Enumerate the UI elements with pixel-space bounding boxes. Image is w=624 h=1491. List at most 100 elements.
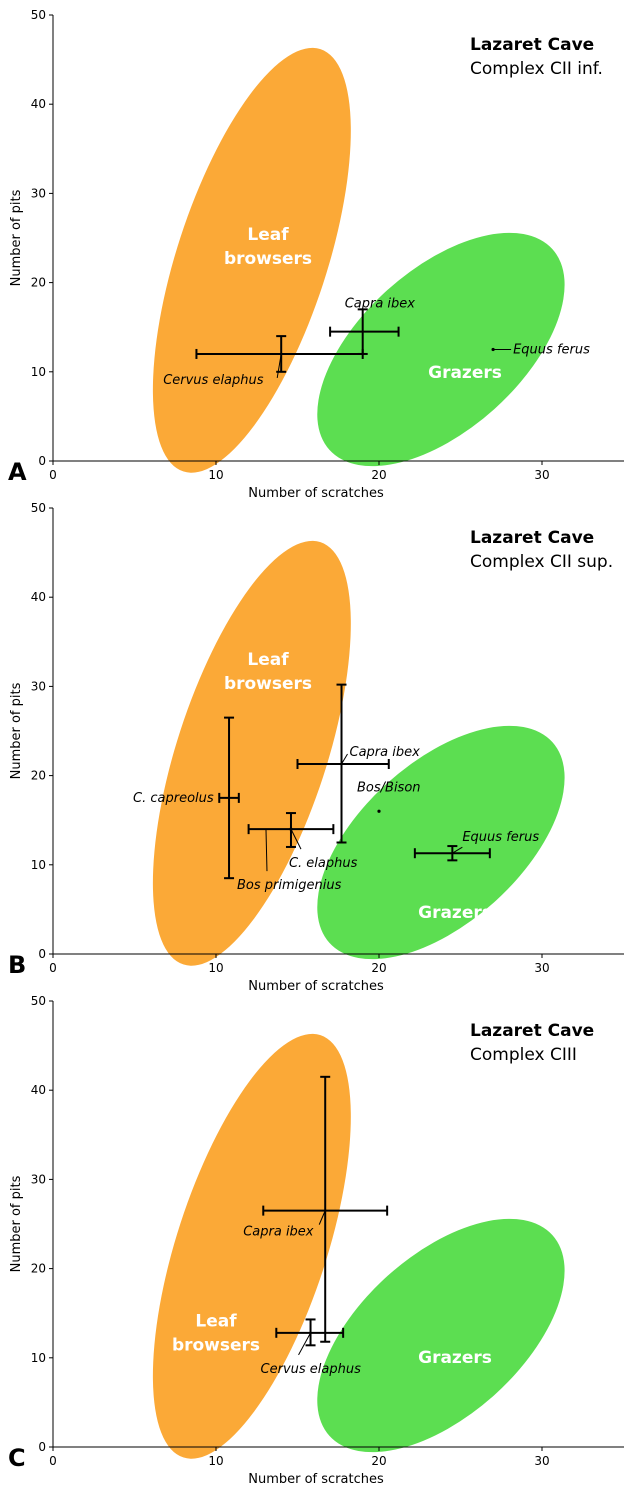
- panel-c-x-axis-label: Number of scratches: [248, 1472, 384, 1486]
- panel-b-y-tick-label: 30: [31, 679, 46, 693]
- panel-a-zone-label-grazers: Grazers: [428, 363, 502, 383]
- panel-b-leader-c-elaphus: [290, 828, 302, 850]
- panel-a-zone-label-line: Leaf: [247, 225, 289, 245]
- panel-b-y-tick-label: 0: [38, 947, 46, 961]
- panel-a-series-capra-ibex: Capra ibex: [329, 297, 416, 355]
- panel-c-zone-label-leaf-browsers: Leaf browsers: [172, 1312, 260, 1356]
- panel-b-letter: B: [8, 951, 26, 979]
- panel-c-zone-label-line: Grazers: [418, 1348, 492, 1368]
- panel-b-leaf-browsers-zone: [152, 540, 351, 966]
- panel-c-y-axis-label: Number of pits: [9, 1175, 24, 1272]
- panel-b-grazers-zone: [317, 725, 565, 960]
- panel-c-y-tick-label: 40: [31, 1083, 46, 1097]
- panel-b-zone-label-line: browsers: [224, 674, 312, 694]
- panel-a-x-tick-label: 20: [371, 468, 386, 482]
- panel-a-leader-cervus-elaphus: [276, 353, 282, 379]
- panel-a-label-equus-ferus: Equus ferus: [513, 343, 590, 358]
- panel-b-series-capra-ibex: Capra ibex: [296, 683, 421, 844]
- panel-a-y-tick-label: 20: [31, 276, 46, 290]
- chart-panel-b: Leaf browsers Grazers 0 10 20 30 40 50 0 10 20 30 Num…: [8, 501, 624, 994]
- panel-a-y-tick-label: 30: [31, 186, 46, 200]
- panel-b-series-equus-ferus: Equus ferus: [413, 830, 539, 862]
- panel-c-label-capra-ibex: Capra ibex: [243, 1225, 314, 1240]
- panel-c-leader-cervus-elaphus: [298, 1332, 311, 1356]
- panel-c-series-capra-ibex: Capra ibex: [243, 1075, 389, 1343]
- panel-c-zone-label-grazers: Grazers: [418, 1348, 492, 1368]
- panel-c-x-tick-label: 30: [534, 1454, 549, 1468]
- panel-c-y-tick-label: 30: [31, 1172, 46, 1186]
- panel-b-label-bos-bison: Bos/Bison: [357, 780, 421, 795]
- panel-a-zone-label-line: browsers: [224, 249, 312, 269]
- panel-b-y-tick-label: 10: [31, 858, 46, 872]
- panel-c-zone-label-line: browsers: [172, 1336, 260, 1356]
- panel-c-x-tick-label: 10: [208, 1454, 223, 1468]
- panel-a-y-axis-label: Number of pits: [9, 189, 24, 286]
- chart-panel-c: Leaf browsers Grazers 0 10 20 30 40 50 0 10 20 30 Num…: [8, 994, 624, 1487]
- panel-b-leader-equus-ferus: [452, 846, 463, 854]
- panel-b-label-equus-ferus: Equus ferus: [462, 830, 539, 845]
- panel-b-series-bos-bison: Bos/Bison: [357, 780, 421, 813]
- panel-a-x-axis-label: Number of scratches: [248, 486, 384, 501]
- panel-a-letter: A: [8, 458, 27, 486]
- panel-c-y-tick-label: 10: [31, 1351, 46, 1365]
- panel-c-y-tick-label: 50: [31, 994, 46, 1008]
- panel-b-x-tick-label: 10: [208, 961, 223, 975]
- panel-b-subtitle: Complex CII sup.: [470, 552, 613, 572]
- panel-c-letter: C: [8, 1444, 26, 1472]
- panel-c-leaf-browsers-zone: [152, 1033, 351, 1459]
- panel-b-zone-label-leaf-browsers: Leaf browsers: [224, 650, 312, 694]
- panel-a-series-equus-ferus: Equus ferus: [491, 343, 590, 358]
- panel-a-x-tick-label: 30: [534, 468, 549, 482]
- panel-c-subtitle: Complex CIII: [470, 1045, 577, 1065]
- panel-a-y-tick-label: 0: [38, 454, 46, 468]
- panel-a-x-tick-label: 10: [208, 468, 223, 482]
- panel-b-title: Lazaret Cave: [470, 528, 594, 548]
- panel-b-leader-capra-ibex: [341, 753, 348, 765]
- panel-b-y-tick-label: 40: [31, 590, 46, 604]
- panel-b-x-tick-label: 20: [371, 961, 386, 975]
- panel-c-y-tick-label: 0: [38, 1440, 46, 1454]
- panel-a-leaf-browsers-zone: [152, 47, 351, 473]
- panel-b-label-c-elaphus: C. elaphus: [289, 856, 358, 871]
- panel-b-leader-bos-primigenius: [265, 829, 268, 872]
- panel-b-x-axis-label: Number of scratches: [248, 979, 384, 994]
- panel-a-zone-label-leaf-browsers: Leaf browsers: [224, 225, 312, 269]
- panel-c-x-tick-label: 20: [371, 1454, 386, 1468]
- panel-a-title: Lazaret Cave: [470, 35, 594, 55]
- panel-c-label-cervus-elaphus: Cervus elaphus: [261, 1362, 362, 1377]
- panel-c-grazers-zone: [317, 1218, 565, 1453]
- panel-a-subtitle: Complex CII inf.: [470, 59, 603, 79]
- panel-c-leader-capra-ibex: [318, 1210, 326, 1225]
- panel-a-zone-label-line: Grazers: [428, 363, 502, 383]
- panel-b-y-axis-label: Number of pits: [9, 682, 24, 779]
- panel-b-x-tick-label: 30: [534, 961, 549, 975]
- panel-a-y-tick-label: 50: [31, 8, 46, 22]
- chart-panel-a: Leaf browsers Grazers 0 10 20 30 40 50 0 10 20 30 Num…: [8, 8, 624, 501]
- panel-c-title: Lazaret Cave: [470, 1021, 594, 1041]
- panel-a-label-capra-ibex: Capra ibex: [345, 297, 416, 312]
- panel-b-label-capra-ibex: Capra ibex: [350, 745, 421, 760]
- panel-c-y-tick-label: 20: [31, 1262, 46, 1276]
- panel-b-label-c-capreolus: C. capreolus: [133, 791, 214, 806]
- panel-b-series-c-capreolus: C. capreolus: [133, 716, 240, 880]
- panel-c-zone-label-line: Leaf: [195, 1312, 237, 1332]
- panel-a-y-tick-label: 10: [31, 365, 46, 379]
- panel-b-y-tick-label: 50: [31, 501, 46, 515]
- panel-a-label-cervus-elaphus: Cervus elaphus: [163, 373, 264, 388]
- panel-c-x-tick-label: 0: [49, 1454, 57, 1468]
- panel-c-series-cervus-elaphus: Cervus elaphus: [261, 1318, 362, 1377]
- panel-b-point-bos-bison: [377, 809, 381, 813]
- panel-a-x-tick-label: 0: [49, 468, 57, 482]
- panel-b-series-c-elaphus: C. elaphus: [289, 827, 358, 871]
- panel-b-x-tick-label: 0: [49, 961, 57, 975]
- panel-b-zone-label-grazers: Grazers: [418, 903, 492, 923]
- panel-b-zone-label-line: Leaf: [247, 650, 289, 670]
- panel-a-grazers-zone: [317, 232, 565, 467]
- panel-b-y-tick-label: 20: [31, 769, 46, 783]
- panel-b-zone-label-line: Grazers: [418, 903, 492, 923]
- panel-a-y-tick-label: 40: [31, 97, 46, 111]
- panel-a-series-cervus-elaphus: Cervus elaphus: [163, 335, 364, 388]
- panel-b-label-bos-primigenius: Bos primigenius: [237, 878, 342, 893]
